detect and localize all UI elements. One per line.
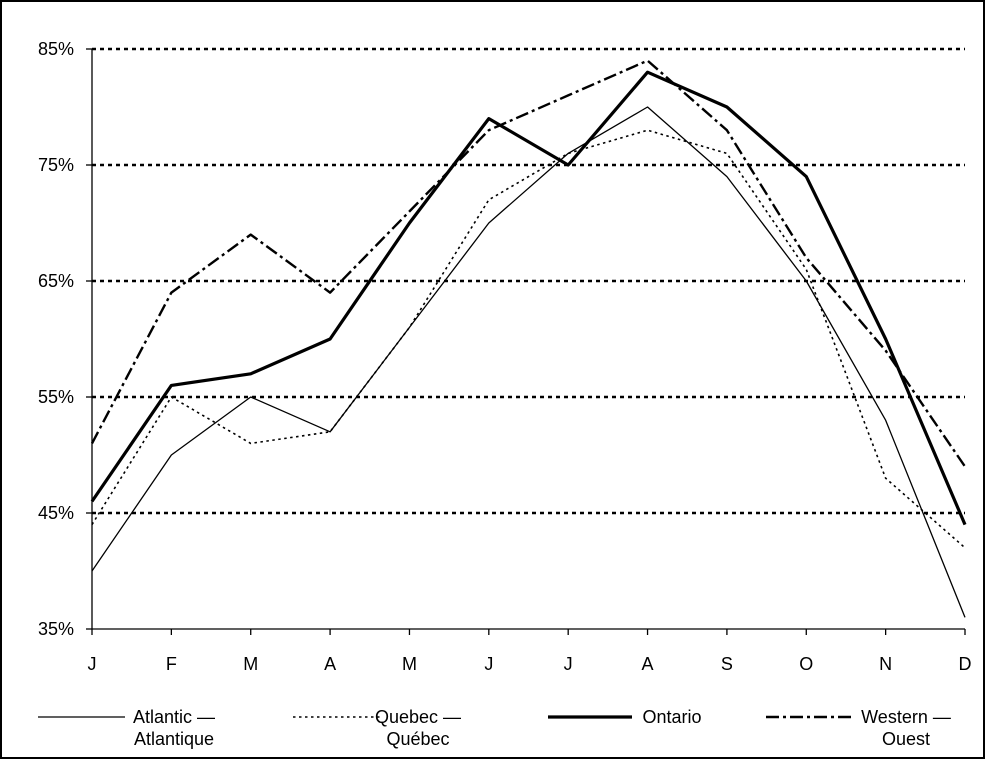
y-tick-label-5: 85%	[38, 39, 74, 59]
x-tick-label-3: A	[324, 654, 336, 674]
x-tick-label-10: N	[879, 654, 892, 674]
legend-label-line-quebec-1: Québec	[386, 729, 449, 749]
gridlines	[92, 47, 965, 515]
x-tick-label-9: O	[799, 654, 813, 674]
series-line-atlantic	[91, 106, 966, 618]
series-lines	[90, 59, 967, 618]
x-tick-label-7: A	[642, 654, 654, 674]
series-line-quebec	[91, 129, 966, 549]
x-tick-label-5: J	[484, 654, 493, 674]
legend-label-line-ontario-0: Ontario	[642, 707, 701, 727]
legend-label-line-atlantic-0: Atlantic —	[133, 707, 215, 727]
y-tick-label-3: 65%	[38, 271, 74, 291]
series-line-ontario	[90, 70, 967, 526]
legend-label-atlantic: Atlantic — Atlantique	[133, 707, 215, 749]
legend-label-ontario: Ontario	[642, 707, 701, 727]
y-axis-tick-labels: 35% 45% 55% 65% 75% 85%	[38, 39, 74, 639]
x-tick-label-6: J	[564, 654, 573, 674]
x-tick-label-8: S	[721, 654, 733, 674]
y-tick-label-1: 45%	[38, 503, 74, 523]
y-tick-label-0: 35%	[38, 619, 74, 639]
series-line-western	[90, 59, 966, 468]
y-tick-label-2: 55%	[38, 387, 74, 407]
x-tick-label-4: M	[402, 654, 417, 674]
legend-label-line-atlantic-1: Atlantique	[134, 729, 214, 749]
legend-label-line-western-0: Western —	[861, 707, 951, 727]
legend-label-line-quebec-0: Quebec —	[375, 707, 461, 727]
x-tick-label-0: J	[88, 654, 97, 674]
legend: Atlantic — Atlantique Quebec — Québec Ontari…	[38, 707, 951, 749]
legend-label-western: Western — Ouest	[861, 707, 951, 749]
x-tick-label-1: F	[166, 654, 177, 674]
x-tick-label-11: D	[959, 654, 972, 674]
legend-label-quebec: Quebec — Québec	[375, 707, 461, 749]
legend-label-line-western-1: Ouest	[882, 729, 930, 749]
axes	[86, 48, 966, 635]
y-tick-label-4: 75%	[38, 155, 74, 175]
x-tick-label-2: M	[243, 654, 258, 674]
